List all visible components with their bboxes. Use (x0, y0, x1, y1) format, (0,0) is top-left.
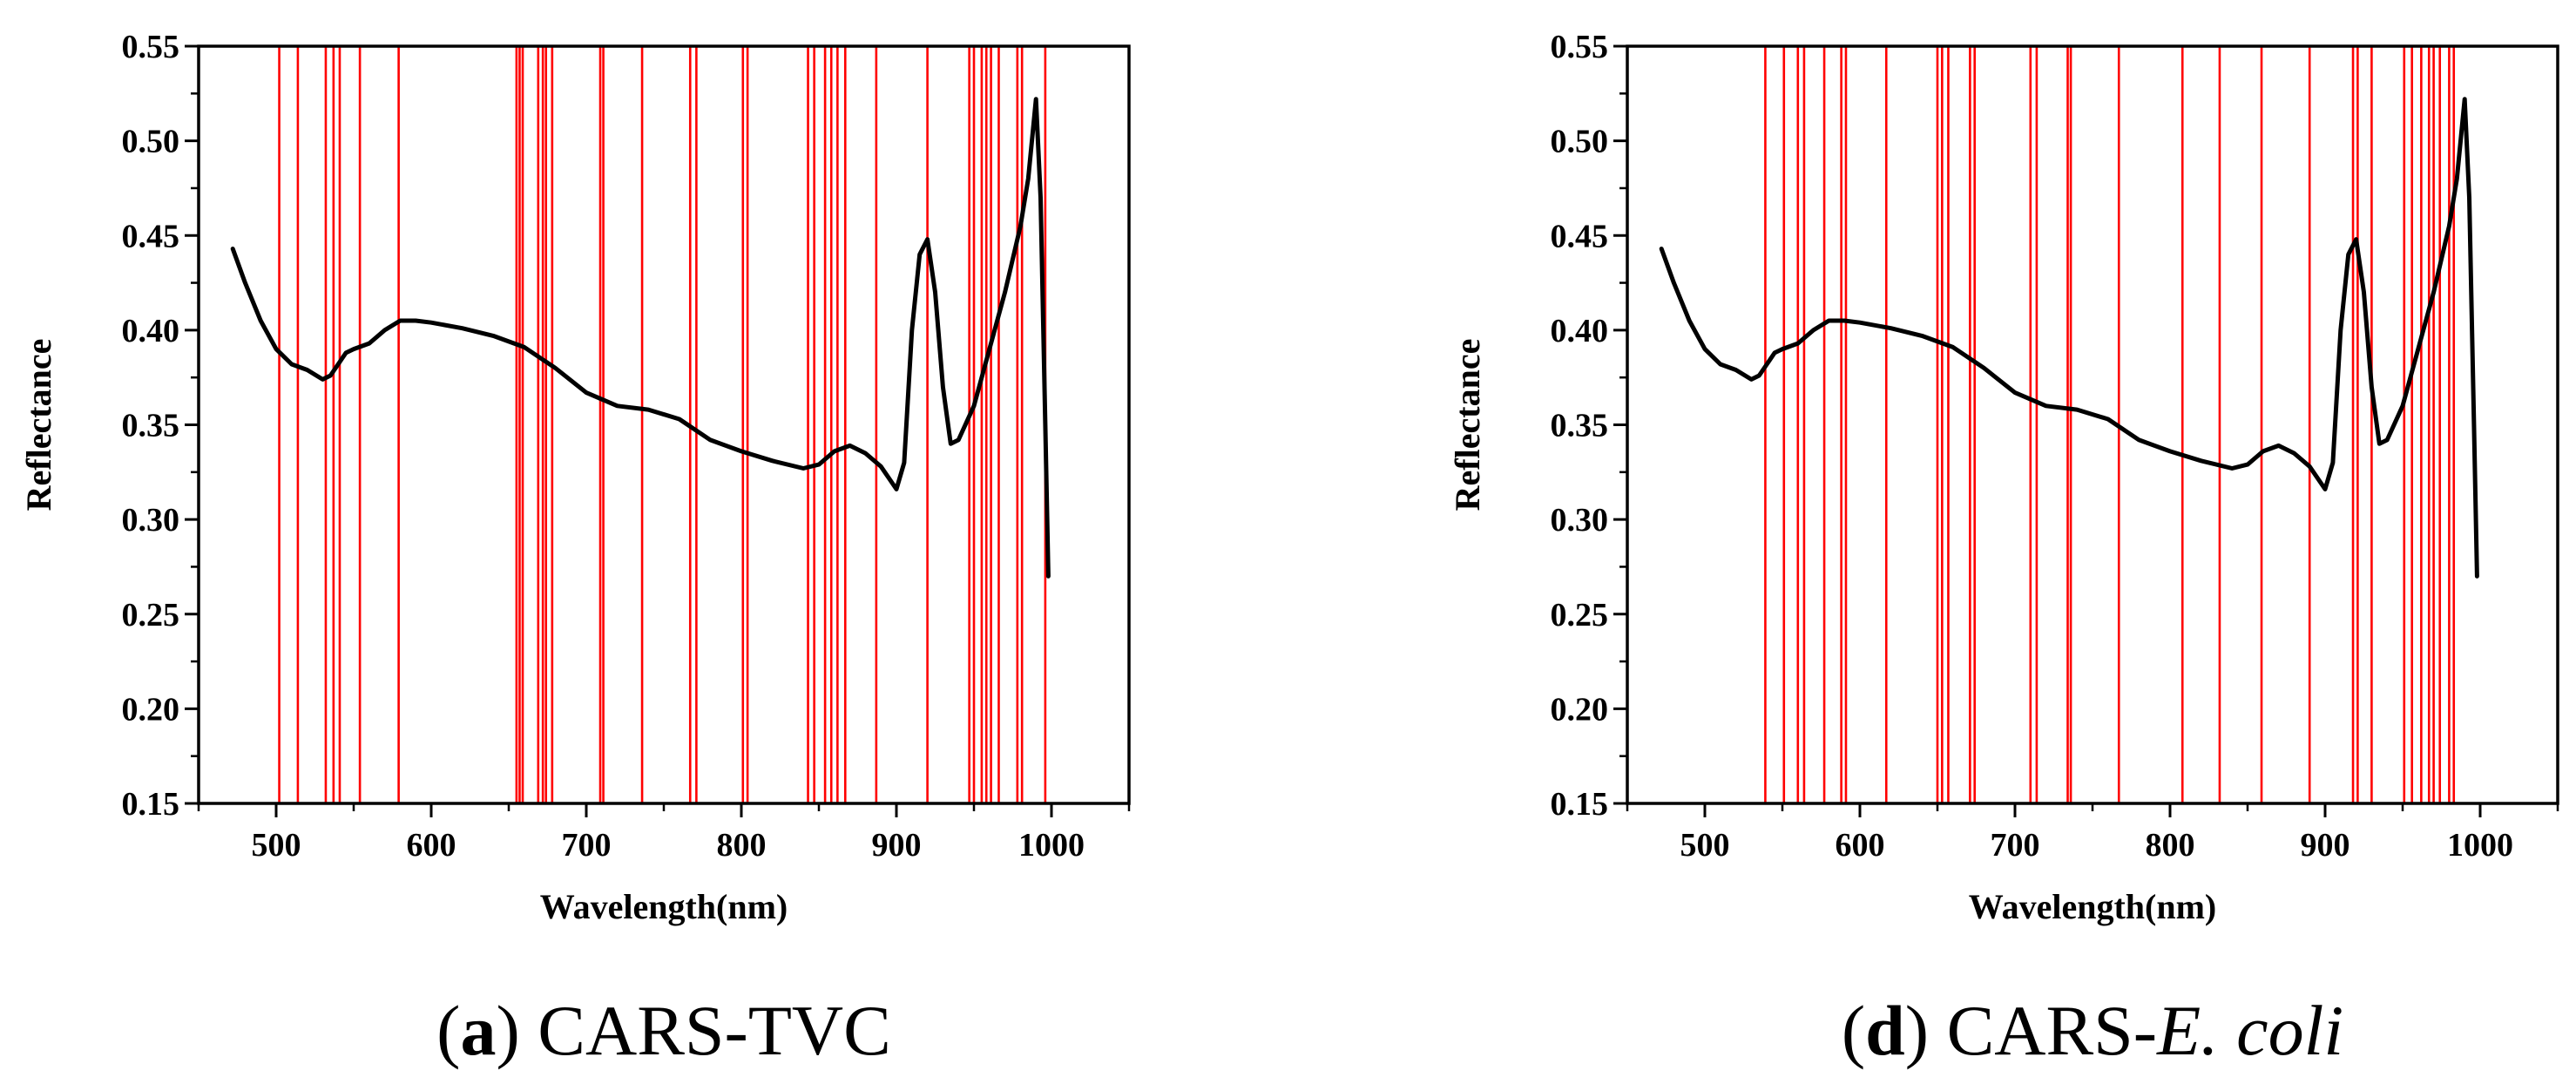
y-tick-label: 0.35 (122, 408, 180, 444)
chart-panel-a: 0.15 0.20 0.25 0.30 0.35 0.40 0.45 0.50 0.55 500 6… (19, 29, 1131, 1070)
x-tick-label: 1000 (1018, 827, 1085, 864)
y-tick-label: 0.45 (1551, 218, 1609, 254)
x-tick-label: 600 (1836, 827, 1885, 864)
plot-frame (1626, 44, 2559, 805)
x-tick-label: 700 (1991, 827, 2040, 864)
caption-italic: E. coli (2156, 991, 2343, 1070)
y-tick-label: 0.15 (1551, 786, 1609, 823)
y-tick-label: 0.35 (1551, 408, 1609, 444)
x-tick-label: 1000 (2447, 827, 2513, 864)
x-axis-title: Wavelength(nm) (540, 887, 788, 926)
x-tick-label: 900 (872, 827, 922, 864)
y-tick-label: 0.40 (122, 313, 180, 349)
panel-caption: (d) CARS-E. coli (1842, 991, 2343, 1070)
x-axis-title: Wavelength(nm) (1969, 887, 2216, 926)
x-tick-label: 800 (2146, 827, 2195, 864)
caption-close: ) (1905, 991, 1929, 1070)
chart-panel-d: 0.15 0.20 0.25 0.30 0.35 0.40 0.45 0.50 0.55 500 6… (1448, 29, 2559, 1070)
x-tick-label: 800 (717, 827, 767, 864)
y-tick-label: 0.20 (122, 691, 180, 728)
x-tick-label: 700 (562, 827, 612, 864)
caption-close: ) (496, 991, 519, 1070)
panel-caption: (a) CARS-TVC (436, 991, 891, 1070)
caption-letter: d (1865, 991, 1905, 1070)
selected-wavelength-lines (278, 46, 1047, 803)
y-tick-label: 0.30 (122, 502, 180, 539)
y-tick-label: 0.25 (122, 597, 180, 633)
reflectance-curve (1659, 97, 2479, 579)
caption-open: ( (1842, 991, 1865, 1070)
y-axis-title: Reflectance (1448, 339, 1487, 512)
y-tick-label: 0.50 (1551, 124, 1609, 160)
caption-text: CARS- (1929, 991, 2157, 1070)
x-tick-label: 500 (252, 827, 301, 864)
x-tick-label: 900 (2301, 827, 2350, 864)
caption-open: ( (436, 991, 460, 1070)
caption-text: CARS-TVC (520, 991, 891, 1070)
y-tick-label: 0.25 (1551, 597, 1609, 633)
y-tick-label: 0.50 (122, 124, 180, 160)
y-tick-label: 0.20 (1551, 691, 1609, 728)
y-tick-label: 0.15 (122, 786, 180, 823)
x-tick-label: 500 (1680, 827, 1730, 864)
reflectance-curve (230, 97, 1051, 579)
selected-wavelength-lines (1764, 46, 2456, 803)
y-tick-label: 0.55 (122, 29, 180, 65)
y-tick-label: 0.55 (1551, 29, 1609, 65)
y-tick-label: 0.40 (1551, 313, 1609, 349)
plot-frame (197, 44, 1131, 805)
y-tick-label: 0.30 (1551, 502, 1609, 539)
y-axis-title: Reflectance (19, 339, 58, 512)
x-tick-label: 600 (407, 827, 456, 864)
y-tick-label: 0.45 (122, 218, 180, 254)
caption-letter: a (460, 991, 496, 1070)
